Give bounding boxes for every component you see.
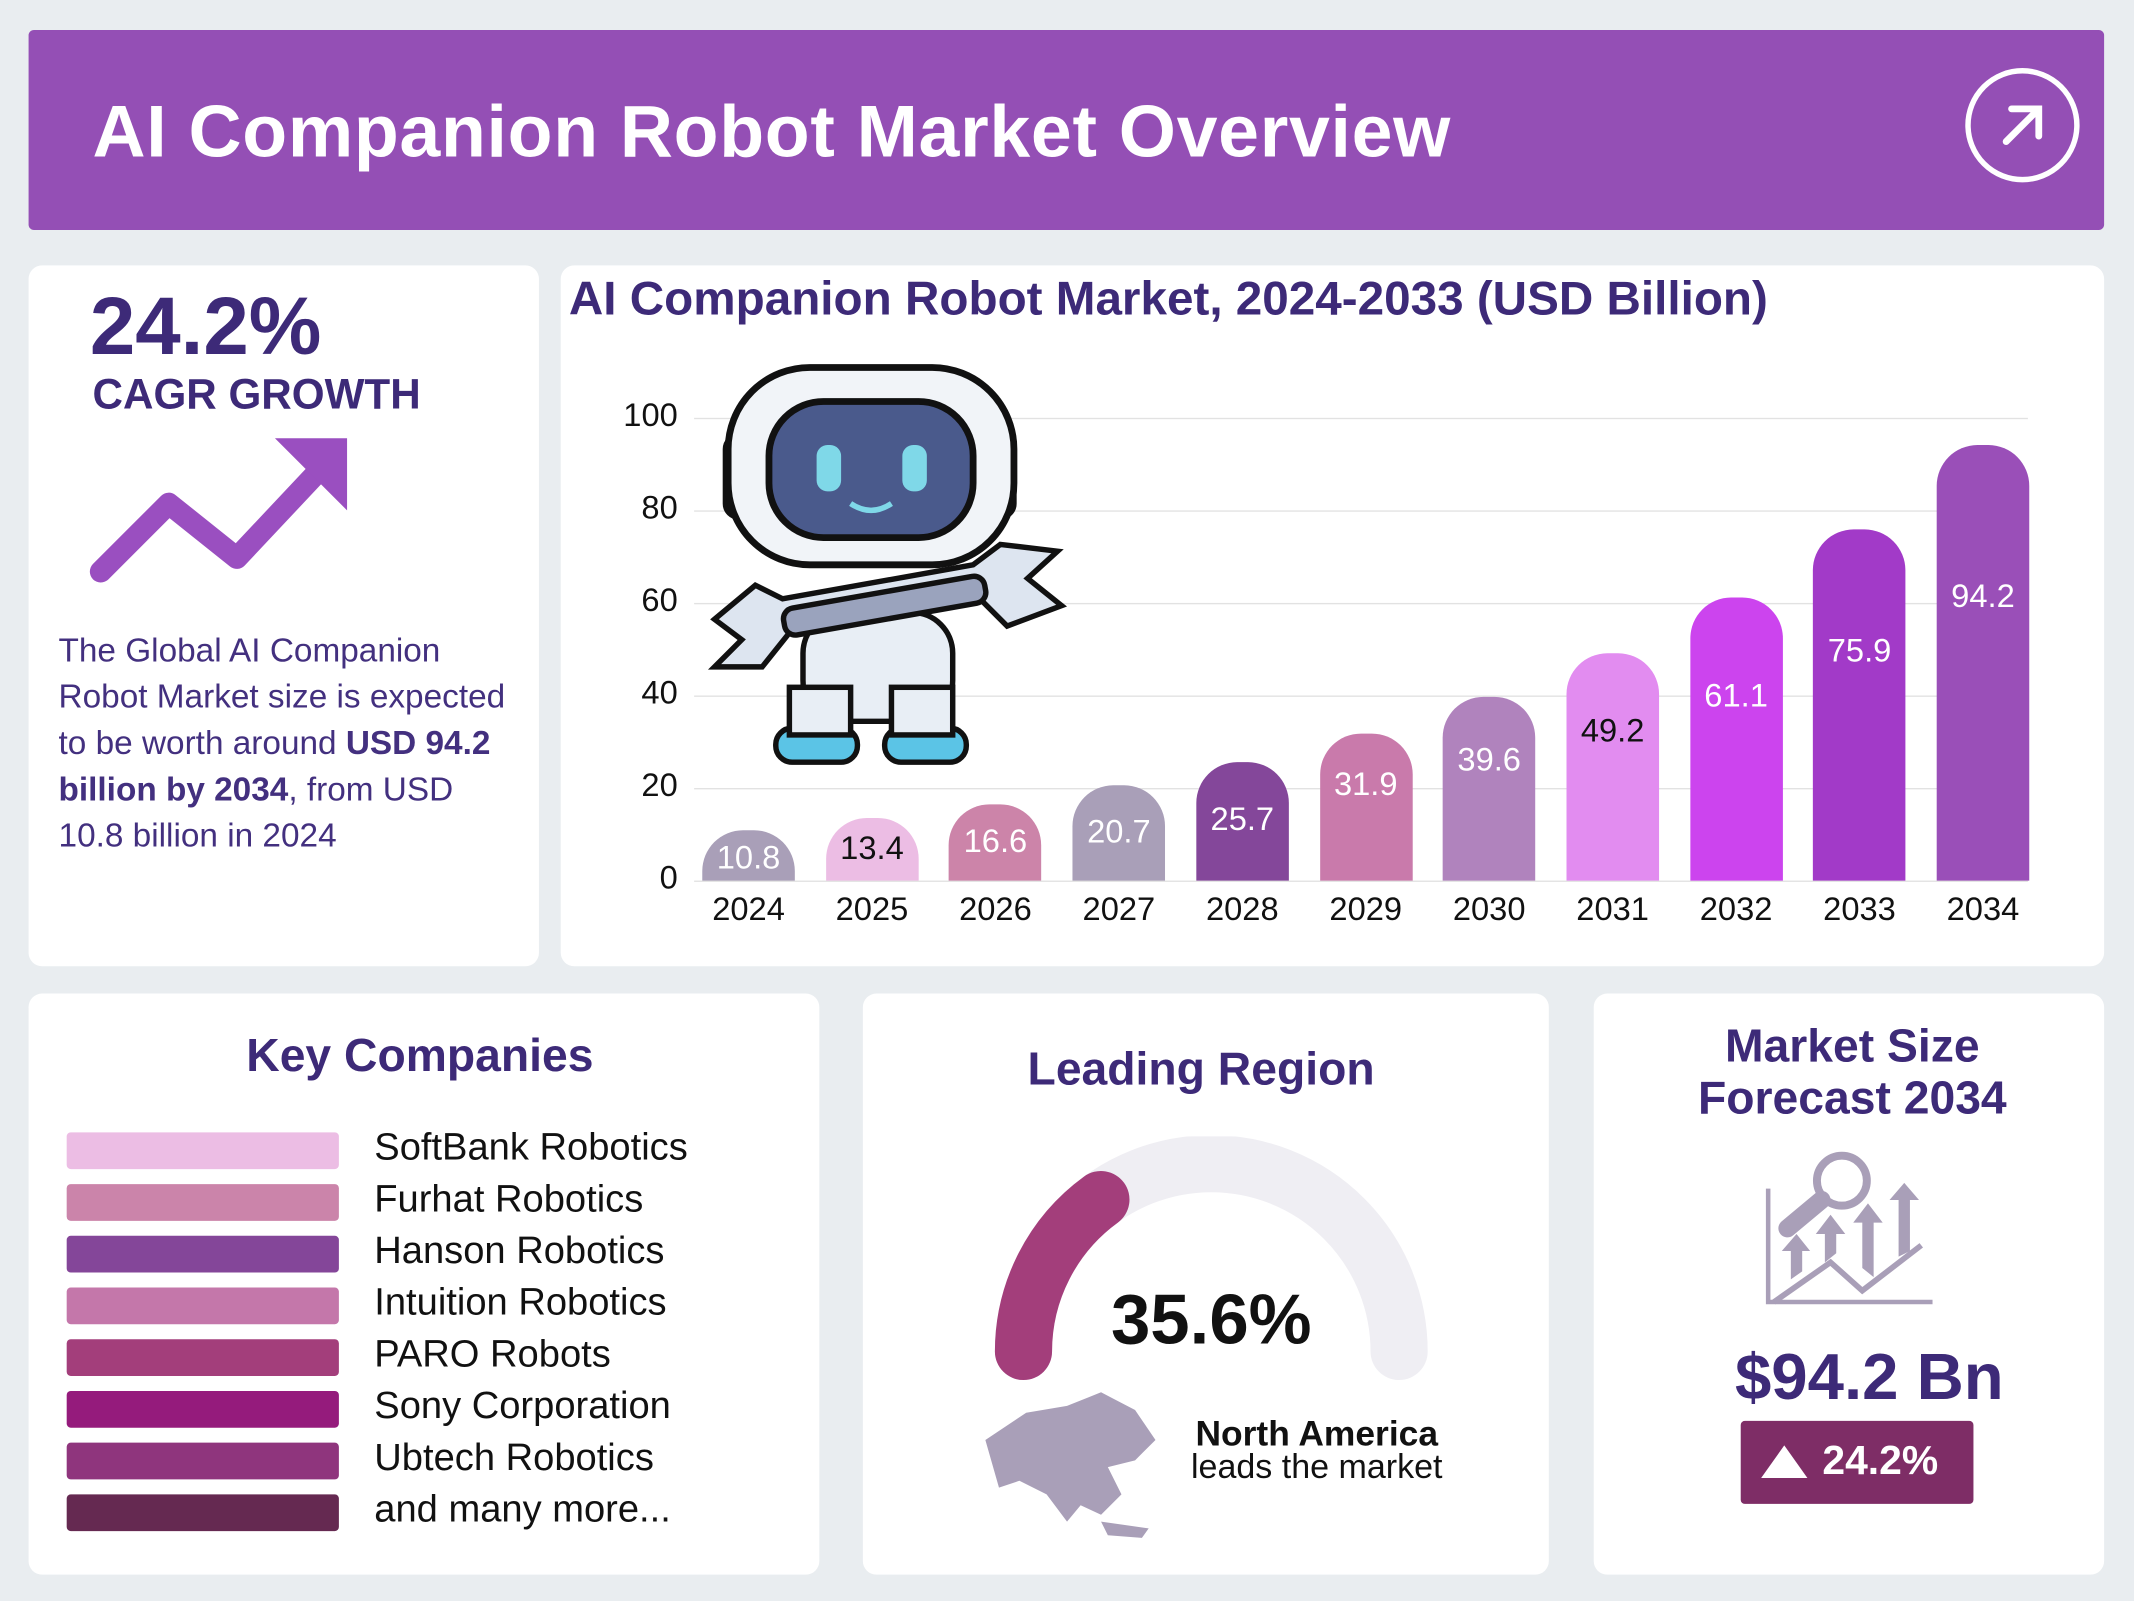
bar-value-label: 16.6 bbox=[963, 823, 1028, 860]
x-tick-label: 2029 bbox=[1329, 891, 1403, 929]
y-tick-label: 0 bbox=[659, 860, 678, 897]
company-name: SoftBank Robotics bbox=[374, 1125, 688, 1168]
x-tick-label: 2034 bbox=[1946, 891, 2020, 929]
arrow-up-right-icon[interactable] bbox=[1965, 68, 2080, 183]
x-tick-label: 2026 bbox=[959, 891, 1032, 929]
region-title: Leading Region bbox=[1027, 1043, 1375, 1096]
bar-value-label: 49.2 bbox=[1580, 713, 1645, 751]
company-color-swatch bbox=[66, 1339, 339, 1376]
forecast-title: Market Size Forecast 2034 bbox=[1697, 1020, 2007, 1125]
bar-2024 bbox=[702, 830, 795, 881]
company-name: Ubtech Robotics bbox=[374, 1435, 654, 1479]
x-tick-label: 2028 bbox=[1205, 891, 1279, 929]
gridline bbox=[694, 880, 2028, 882]
bar-2033 bbox=[1813, 529, 1906, 881]
bar-value-label: 13.4 bbox=[840, 830, 904, 868]
gridline bbox=[694, 602, 2028, 605]
robot-illustration bbox=[707, 364, 1068, 765]
company-color-swatch bbox=[66, 1184, 339, 1221]
trend-up-arrow-icon bbox=[89, 438, 348, 583]
triangle-up-icon bbox=[1761, 1445, 1808, 1479]
bar-value-label: 10.8 bbox=[716, 839, 781, 876]
chart-title: AI Companion Robot Market, 2024-2033 (US… bbox=[568, 272, 1768, 326]
bar-2030 bbox=[1442, 697, 1536, 881]
bar-value-label: 94.2 bbox=[1951, 578, 2015, 615]
company-color-swatch bbox=[66, 1235, 339, 1273]
company-name: Hanson Robotics bbox=[374, 1228, 665, 1272]
asia-map-icon bbox=[985, 1392, 1156, 1538]
forecast-value: $94.2 Bn bbox=[1734, 1341, 2004, 1415]
bar-value-label: 39.6 bbox=[1457, 742, 1521, 780]
x-tick-label: 2030 bbox=[1452, 891, 1526, 929]
growth-value: 24.2% bbox=[1822, 1438, 1939, 1484]
bar-value-label: 25.7 bbox=[1210, 802, 1275, 839]
company-color-swatch bbox=[66, 1442, 339, 1480]
bar-2034 bbox=[1936, 444, 2030, 881]
cagr-card bbox=[28, 265, 539, 967]
growth-badge: 24.2% bbox=[1740, 1420, 1974, 1504]
company-name: PARO Robots bbox=[374, 1332, 611, 1375]
x-tick-label: 2033 bbox=[1823, 891, 1896, 929]
region-card bbox=[862, 993, 1549, 1575]
companies-title: Key Companies bbox=[246, 1030, 594, 1082]
bar-value-label: 61.1 bbox=[1704, 677, 1768, 715]
company-name: Sony Corporation bbox=[374, 1384, 671, 1427]
bar-2028 bbox=[1196, 761, 1289, 881]
x-tick-label: 2031 bbox=[1576, 891, 1649, 929]
region-name: North America bbox=[1195, 1412, 1439, 1454]
page-title: AI Companion Robot Market Overview bbox=[92, 91, 1452, 173]
gridline bbox=[694, 417, 2028, 420]
region-gauge bbox=[994, 1136, 1428, 1381]
region-share-value: 35.6% bbox=[1110, 1280, 1312, 1360]
region-subtitle: leads the market bbox=[1190, 1448, 1443, 1487]
y-tick-label: 100 bbox=[623, 397, 678, 435]
bar-value-label: 75.9 bbox=[1827, 633, 1892, 670]
company-color-swatch bbox=[66, 1494, 339, 1532]
company-name: and many more... bbox=[374, 1487, 671, 1530]
cagr-description: The Global AI Companion Robot Market siz… bbox=[58, 632, 506, 855]
company-color-swatch bbox=[66, 1287, 339, 1325]
x-tick-label: 2024 bbox=[712, 891, 785, 929]
company-color-swatch bbox=[66, 1132, 339, 1170]
company-name: Furhat Robotics bbox=[374, 1177, 644, 1220]
gridline bbox=[694, 695, 2028, 697]
cagr-label: CAGR GROWTH bbox=[92, 370, 421, 418]
y-tick-label: 60 bbox=[641, 582, 678, 620]
bar-2027 bbox=[1072, 784, 1166, 881]
y-tick-label: 80 bbox=[641, 489, 678, 527]
y-tick-label: 20 bbox=[641, 767, 678, 805]
bar-2025 bbox=[825, 818, 919, 881]
x-tick-label: 2032 bbox=[1699, 891, 1773, 929]
company-name: Intuition Robotics bbox=[374, 1280, 667, 1323]
market-analysis-chart-icon bbox=[1765, 1151, 1933, 1305]
bar-2031 bbox=[1566, 652, 1659, 881]
bar-value-label: 31.9 bbox=[1333, 765, 1398, 803]
bar-2026 bbox=[949, 803, 1042, 881]
header-banner: AI Companion Robot Market Overview bbox=[28, 29, 2105, 231]
cagr-value: 24.2% bbox=[89, 280, 322, 372]
gridline bbox=[694, 510, 2028, 512]
bar-2029 bbox=[1319, 732, 1413, 881]
bar-value-label: 20.7 bbox=[1087, 813, 1151, 851]
x-tick-label: 2025 bbox=[835, 891, 909, 929]
y-tick-label: 40 bbox=[641, 675, 678, 712]
x-tick-label: 2027 bbox=[1082, 891, 1156, 929]
bar-2032 bbox=[1689, 597, 1783, 881]
company-color-swatch bbox=[66, 1390, 339, 1428]
